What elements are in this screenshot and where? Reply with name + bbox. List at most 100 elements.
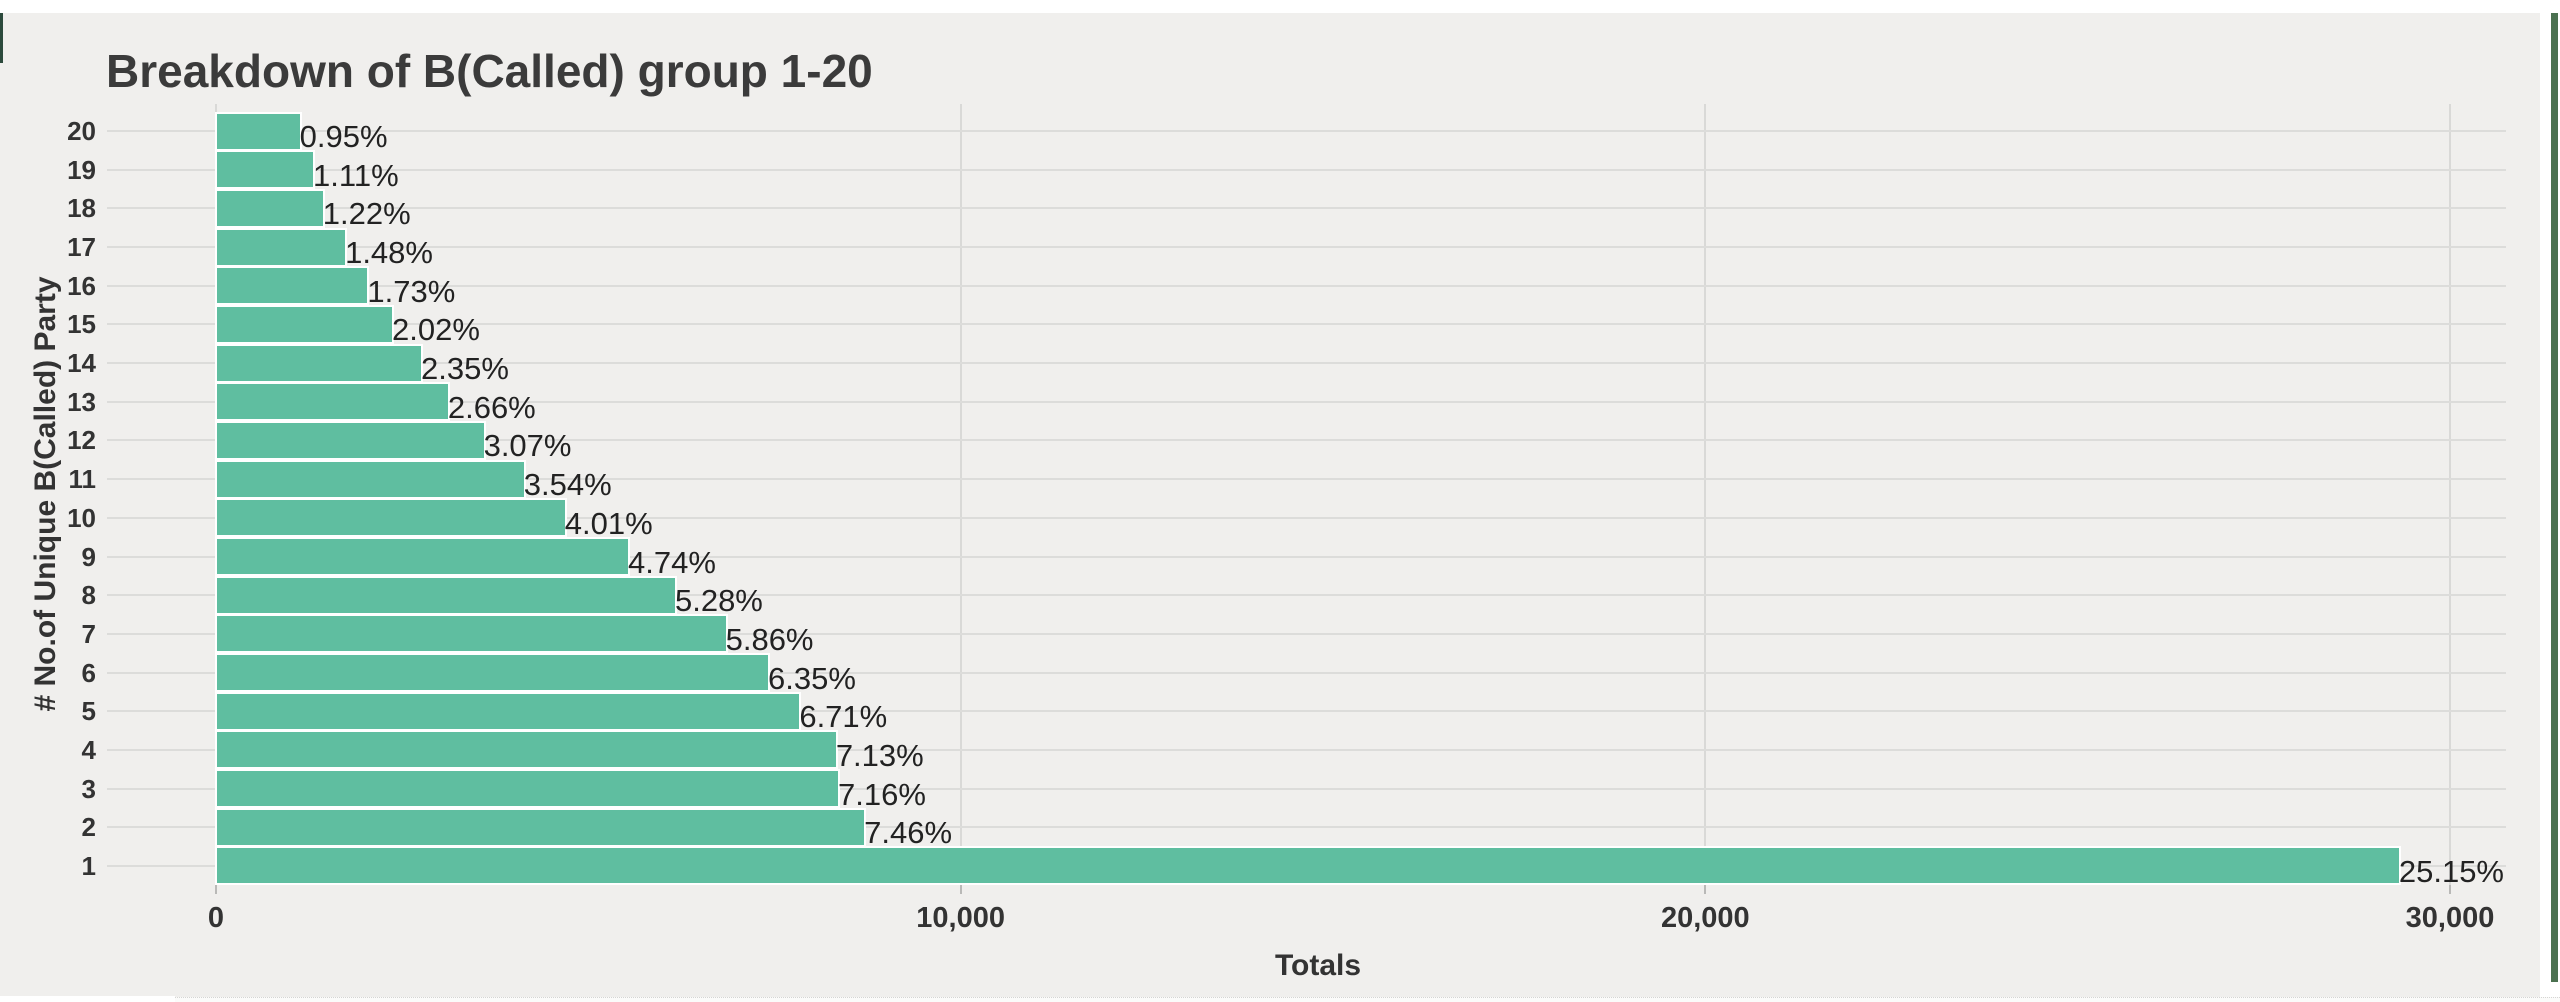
bottom-left-strip: [0, 996, 175, 1002]
y-tick-label: 10: [67, 502, 96, 533]
x-gridline: [959, 104, 962, 885]
bar-value-label: 2.35%: [421, 351, 509, 387]
bar-value-label: 5.28%: [674, 583, 763, 619]
left-edge-sliver: [0, 13, 3, 63]
y-tick-label: 13: [67, 386, 96, 417]
bar-value-label: 1.48%: [345, 235, 433, 271]
bar-value-label: 3.54%: [523, 467, 612, 503]
bar-value-label: 7.16%: [838, 776, 926, 812]
bar-value-label: 25.15%: [2398, 853, 2504, 889]
bar-category-8[interactable]: [215, 575, 677, 615]
bar-category-2[interactable]: [215, 807, 867, 847]
y-tick-label: 19: [67, 154, 96, 185]
bar-value-label: 2.66%: [447, 389, 536, 425]
bar-value-label: 1.73%: [367, 273, 456, 309]
y-tick-label: 1: [81, 850, 96, 881]
bar-value-label: 4.74%: [628, 544, 716, 580]
top-edge-strip: [0, 0, 2560, 13]
y-gridline: [107, 787, 2506, 790]
right-edge-strip: [2558, 13, 2560, 1002]
y-tick-label: 3: [81, 773, 96, 804]
y-gridline: [107, 246, 2506, 249]
y-tick-label: 8: [81, 580, 96, 611]
y-gridline: [107, 362, 2506, 365]
bar-value-label: 6.71%: [799, 699, 888, 735]
y-gridline: [107, 516, 2506, 519]
y-gridline: [107, 555, 2506, 558]
y-tick-label: 18: [67, 193, 96, 224]
bar-value-label: 0.95%: [299, 119, 388, 154]
right-gutter: [2540, 13, 2551, 1002]
bar-value-label: 1.22%: [322, 196, 411, 232]
x-gridline: [1704, 104, 1707, 885]
right-border-line: [2551, 13, 2558, 982]
bar-category-16[interactable]: [215, 266, 370, 306]
y-tick-label: 11: [68, 464, 97, 495]
chart-title: Breakdown of B(Called) group 1-20: [106, 45, 873, 97]
y-gridline: [107, 168, 2506, 171]
bar-category-15[interactable]: [215, 304, 394, 344]
bar-category-4[interactable]: [215, 730, 838, 770]
x-gridline: [2449, 104, 2451, 885]
y-tick-label: 9: [81, 541, 96, 572]
bar-category-9[interactable]: [215, 537, 631, 577]
x-tick-mark: [1704, 885, 1707, 894]
bar-category-3[interactable]: [215, 769, 841, 809]
y-gridline: [107, 710, 2506, 713]
bar-value-label: 5.86%: [725, 621, 814, 657]
y-tick-label: 2: [81, 812, 96, 843]
x-tick-mark: [215, 885, 217, 894]
bar-category-11[interactable]: [215, 459, 526, 499]
x-tick-label: 0: [207, 902, 225, 934]
bar-category-18[interactable]: [215, 188, 325, 228]
y-tick-label: 15: [67, 309, 96, 340]
bar-category-1[interactable]: [215, 846, 2401, 886]
bottom-edge-strip: [0, 997, 2560, 1002]
x-tick-label: 30,000: [2405, 902, 2495, 934]
bar-category-10[interactable]: [215, 498, 567, 538]
y-tick-label: 12: [67, 425, 96, 456]
y-tick-label: 20: [67, 116, 96, 146]
y-gridline: [107, 400, 2506, 403]
x-tick-label: 20,000: [1660, 902, 1750, 934]
x-tick-label: 10,000: [916, 902, 1006, 934]
x-axis-title: Totals: [1274, 949, 1362, 982]
bar-value-label: 7.13%: [835, 737, 924, 773]
bar-category-17[interactable]: [215, 227, 348, 267]
bar-value-label: 4.01%: [564, 505, 653, 541]
y-tick-label: 7: [81, 618, 96, 649]
y-gridline: [107, 284, 2506, 287]
y-gridline: [107, 671, 2506, 674]
y-gridline: [107, 826, 2506, 829]
y-tick-label: 14: [67, 348, 96, 379]
bar-value-label: 1.11%: [313, 157, 399, 193]
y-gridline: [107, 323, 2506, 326]
y-gridline: [107, 478, 2506, 481]
bar-category-14[interactable]: [215, 343, 424, 383]
bar-value-label: 7.46%: [864, 815, 953, 851]
bar-category-6[interactable]: [215, 653, 771, 693]
x-tick-mark: [2449, 885, 2451, 894]
bar-value-label: 2.02%: [391, 312, 480, 348]
bar-category-13[interactable]: [215, 382, 450, 422]
y-gridline: [107, 207, 2506, 210]
bar-category-20[interactable]: [215, 111, 302, 151]
y-tick-label: 5: [81, 696, 96, 727]
bar-value-label: 6.35%: [768, 660, 856, 696]
bar-category-19[interactable]: [215, 150, 316, 190]
right-border-gap: [2551, 982, 2558, 1002]
y-gridline: [107, 439, 2506, 442]
y-tick-label: 4: [81, 734, 96, 765]
y-gridline: [107, 748, 2506, 751]
y-gridline: [107, 632, 2506, 635]
y-tick-label: 17: [67, 232, 96, 263]
bar-value-label: 3.07%: [483, 428, 572, 464]
bar-category-7[interactable]: [215, 614, 728, 654]
y-gridline: [107, 594, 2506, 597]
x-tick-mark: [959, 885, 962, 894]
y-tick-label: 6: [81, 657, 96, 688]
bar-category-12[interactable]: [215, 420, 486, 460]
bar-category-5[interactable]: [215, 691, 802, 731]
y-gridline: [107, 130, 2506, 132]
